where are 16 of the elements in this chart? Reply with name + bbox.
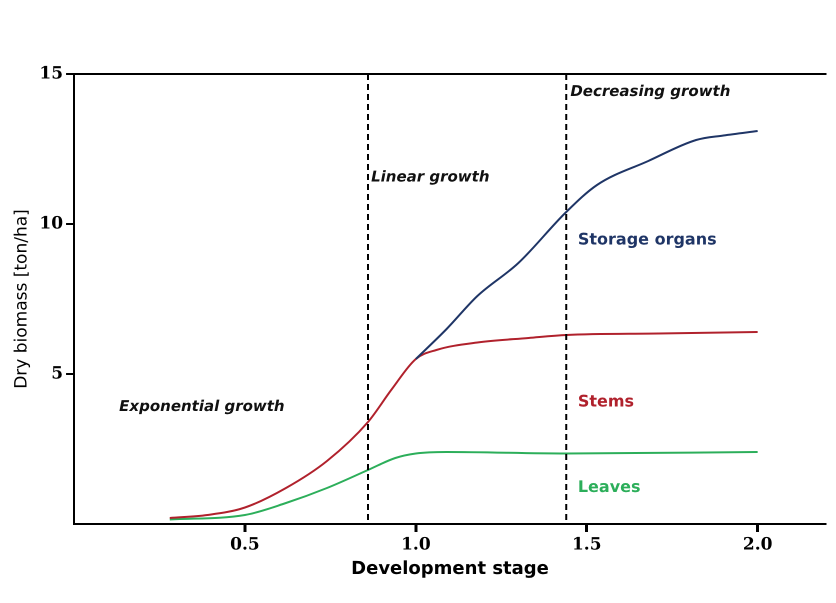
y-tick-label: 15 — [39, 63, 64, 84]
x-tick-label: 2.0 — [742, 534, 773, 555]
y-tick-label: 5 — [51, 363, 64, 384]
annotation: Decreasing growth — [570, 82, 730, 100]
x-tick-label: 1.0 — [401, 534, 431, 555]
y-tick-label: 10 — [39, 213, 64, 234]
text: Stems — [578, 392, 634, 411]
x-tick-label: 0.5 — [230, 534, 260, 555]
y-axis-title: Dry biomass [ton/ha] — [12, 209, 32, 389]
annotation: Linear growth — [371, 167, 490, 186]
series-label: Storage organs — [578, 230, 717, 249]
x-axis-title: Development stage — [351, 558, 549, 579]
line-series — [168, 451, 759, 520]
annotation: Exponential growth — [119, 396, 285, 415]
series-label: Leaves — [578, 477, 641, 496]
x-tick-label: 1.5 — [572, 534, 602, 555]
